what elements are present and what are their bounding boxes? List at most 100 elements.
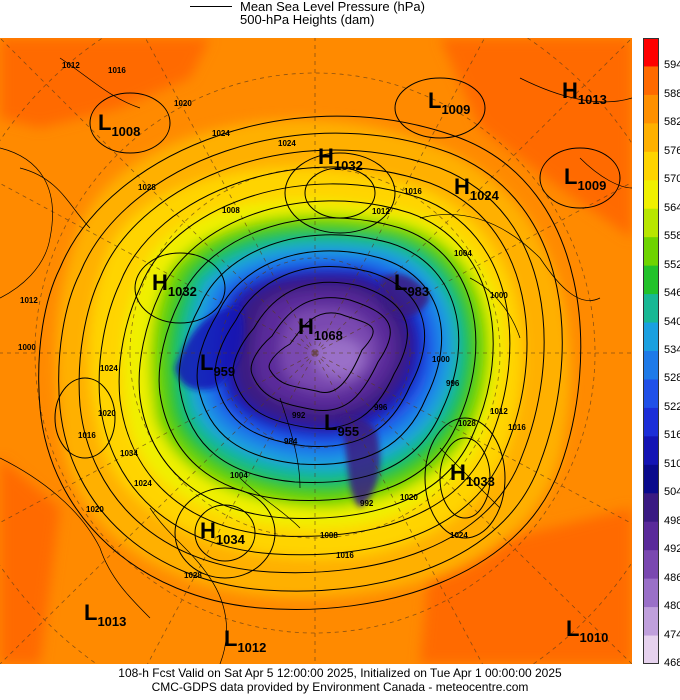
colorbar-tick-label: 480 <box>664 600 680 613</box>
colorbar-swatch <box>643 550 659 580</box>
colorbar-tick-label: 504 <box>664 486 680 499</box>
isobar-value-label: 996 <box>446 379 460 388</box>
isobar-value-label: 1012 <box>490 407 508 416</box>
isobar-value-label: 1016 <box>78 431 96 440</box>
isobar-value-label: 1000 <box>18 343 36 352</box>
forecast-map: 1012 1016 1020 1024 1024 1028 1008 1012 1016 1012… <box>0 38 632 664</box>
colorbar-swatch <box>643 94 659 124</box>
low-pressure-center: L1010 <box>566 616 608 645</box>
low-pressure-center: L1013 <box>84 600 126 629</box>
high-pressure-center: H1034 <box>200 518 246 547</box>
colorbar-swatch <box>643 123 659 153</box>
colorbar-tick-label: 564 <box>664 201 680 214</box>
colorbar-swatch <box>643 407 659 437</box>
high-pressure-center: H1024 <box>454 174 500 203</box>
isobar-value-label: 984 <box>284 437 298 446</box>
colorbar-tick-label: 546 <box>664 287 680 300</box>
heights-legend-label: 500-hPa Heights (dam) <box>240 12 375 27</box>
isobar-value-label: 1000 <box>432 355 450 364</box>
colorbar-swatch <box>643 607 659 637</box>
colorbar-swatch <box>643 265 659 295</box>
colorbar <box>643 38 659 664</box>
isobar-value-label: 996 <box>374 403 388 412</box>
colorbar-tick-label: 552 <box>664 258 680 271</box>
isobar-value-label: 1016 <box>336 551 354 560</box>
colorbar-tick-label: 534 <box>664 344 680 356</box>
isobar-value-label: 1000 <box>490 291 508 300</box>
data-credit-line: CMC-GDPS data provided by Environment Ca… <box>151 680 529 694</box>
isobar-legend-line <box>190 6 232 7</box>
colorbar-tick-label: 558 <box>664 230 680 243</box>
colorbar-tick-label: 492 <box>664 543 680 556</box>
isobar-value-label: 1012 <box>20 296 38 305</box>
colorbar-tick-label: 516 <box>664 429 680 442</box>
colorbar-swatch <box>643 379 659 409</box>
isobar-value-label: 1034 <box>120 449 138 458</box>
isobar-legend-label: Mean Sea Level Pressure (hPa) <box>240 0 425 14</box>
pressure-centers: L1008 H1032 L1009 H1013 H1024 L1009 H1032 L983 H… <box>84 78 608 655</box>
isobar-value-label: 992 <box>360 499 374 508</box>
isobar-value-label: 1024 <box>212 129 230 138</box>
high-pressure-center: H1013 <box>562 78 607 107</box>
isobar-value-label: 1008 <box>222 206 240 215</box>
heights-field <box>0 38 632 664</box>
colorbar-tick-label: 576 <box>664 144 680 157</box>
colorbar-tick-label: 528 <box>664 372 680 385</box>
isobar-value-label: 1020 <box>98 409 116 418</box>
colorbar-tick-label: 510 <box>664 457 680 470</box>
colorbar-swatch <box>643 521 659 551</box>
high-pressure-center: H1033 <box>450 460 495 489</box>
colorbar-swatch <box>643 66 659 96</box>
isobar-value-label: 1016 <box>508 423 526 432</box>
colorbar-tick-label: 588 <box>664 87 680 100</box>
isobar-value-label: 1008 <box>320 531 338 540</box>
colorbar-tick-label: 522 <box>664 400 680 413</box>
isobar-value-label: 1016 <box>404 187 422 196</box>
isobar-value-label: 1012 <box>62 61 80 70</box>
colorbar-tick-label: 540 <box>664 315 680 328</box>
colorbar-tick-label: 570 <box>664 173 680 186</box>
low-pressure-center: L1012 <box>224 626 266 655</box>
low-pressure-center: L959 <box>200 350 235 379</box>
colorbar-tick-label: 498 <box>664 514 680 527</box>
isobar-value-label: 1004 <box>454 249 472 258</box>
low-pressure-center: L955 <box>324 410 359 439</box>
colorbar-swatch <box>643 493 659 523</box>
isobars <box>38 77 621 610</box>
high-pressure-center: H1032 <box>152 270 197 299</box>
colorbar-tick-label: 474 <box>664 628 680 641</box>
isobar-value-label: 1024 <box>134 479 152 488</box>
high-pressure-center: H1032 <box>318 144 363 173</box>
isobar-value-label: 1020 <box>86 505 104 514</box>
high-pressure-center: H1068 <box>298 314 343 343</box>
map-footer: 108-h Fcst Valid on Sat Apr 5 12:00:00 2… <box>0 666 680 694</box>
colorbar-swatch <box>643 436 659 466</box>
colorbar-swatch <box>643 38 659 67</box>
isobar-value-label: 1024 <box>450 531 468 540</box>
colorbar-swatch <box>643 237 659 267</box>
colorbar-swatch <box>643 635 659 664</box>
colorbar-tick-label: 594 <box>664 59 680 72</box>
colorbar-swatch <box>643 578 659 608</box>
low-pressure-center: L1008 <box>98 110 140 139</box>
colorbar-tick-label: 582 <box>664 116 680 129</box>
colorbar-swatch <box>643 294 659 324</box>
colorbar-swatch <box>643 208 659 238</box>
colorbar-tick-label: 486 <box>664 571 680 584</box>
coastlines <box>0 57 632 664</box>
colorbar-swatch <box>643 464 659 494</box>
isobar-value-label: 992 <box>292 411 306 420</box>
isobar-value-label: 1016 <box>108 66 126 75</box>
isobar-value-label: 1028 <box>458 419 476 428</box>
map-legend: Mean Sea Level Pressure (hPa) 500-hPa He… <box>190 0 490 30</box>
low-pressure-center: L1009 <box>564 164 606 193</box>
colorbar-swatch <box>643 351 659 380</box>
isobar-value-label: 1020 <box>174 99 192 108</box>
low-pressure-center: L1009 <box>428 88 470 117</box>
colorbar-swatch <box>643 151 659 181</box>
isobar-value-label: 1024 <box>100 364 118 373</box>
colorbar-swatch <box>643 180 659 210</box>
colorbar-swatch <box>643 322 659 352</box>
isobar-value-label: 1028 <box>138 183 156 192</box>
